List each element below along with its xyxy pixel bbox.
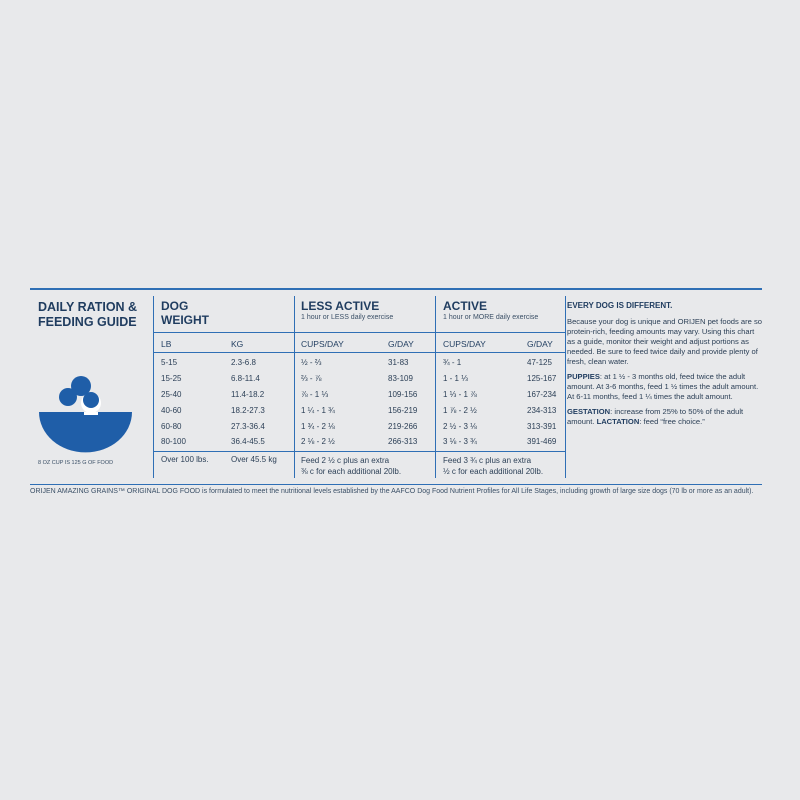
header-more-cups: CUPS/DAY bbox=[443, 339, 486, 349]
cell-lb: 25-40 bbox=[161, 390, 182, 399]
over-more-line1: Feed 3 ¾ c plus an extra bbox=[443, 456, 532, 465]
header-more-g: G/DAY bbox=[527, 339, 553, 349]
puppies-note: PUPPIES: at 1 ½ - 3 months old, feed twi… bbox=[567, 372, 763, 402]
weight-title-line1: DOG bbox=[161, 299, 189, 313]
notes-heading: EVERY DOG IS DIFFERENT. bbox=[567, 301, 673, 310]
dog-bowl-icon bbox=[39, 376, 132, 453]
cell-kg: 27.3-36.4 bbox=[231, 422, 265, 431]
top-rule bbox=[30, 288, 762, 290]
less-active-title: LESS ACTIVE bbox=[301, 299, 380, 313]
cell-kg: 18.2-27.3 bbox=[231, 406, 265, 415]
cell-more-cups: 3 ⅛ - 3 ¾ bbox=[443, 437, 477, 446]
divider-more bbox=[435, 296, 436, 478]
cell-kg: 6.8-11.4 bbox=[231, 374, 260, 383]
guide-title-line1: DAILY RATION & bbox=[38, 300, 138, 314]
footer-statement: ORIJEN AMAZING GRAINS™ ORIGINAL DOG FOOD… bbox=[30, 488, 754, 495]
gestation-label: GESTATION bbox=[567, 407, 611, 416]
cell-over-less: Feed 2 ½ c plus an extra ⅜ c for each ad… bbox=[301, 455, 401, 477]
cell-lb: 80-100 bbox=[161, 437, 186, 446]
gestation-text: : increase from 25% to 50% of the adult … bbox=[567, 407, 744, 426]
over-less-line1: Feed 2 ½ c plus an extra bbox=[301, 456, 390, 465]
cell-more-cups: ¾ - 1 bbox=[443, 358, 462, 367]
cell-less-cups: ⅞ - 1 ⅓ bbox=[301, 390, 329, 399]
less-active-subtitle: 1 hour or LESS daily exercise bbox=[301, 314, 394, 321]
cell-less-g: 109-156 bbox=[388, 390, 418, 399]
cell-less-cups: ⅔ - ⅞ bbox=[301, 374, 322, 383]
over-more-line2: ½ c for each additional 20lb. bbox=[443, 467, 544, 476]
header-less-cups: CUPS/DAY bbox=[301, 339, 344, 349]
guide-title-line2: FEEDING GUIDE bbox=[38, 315, 137, 329]
cell-kg: 36.4-45.5 bbox=[231, 437, 265, 446]
cell-less-cups: ½ - ⅔ bbox=[301, 358, 322, 367]
gestation-note: GESTATION: increase from 25% to 50% of t… bbox=[567, 407, 763, 427]
puppies-text: : at 1 ½ - 3 months old, feed twice the … bbox=[567, 372, 759, 401]
cell-less-g: 156-219 bbox=[388, 406, 418, 415]
puppies-label: PUPPIES bbox=[567, 372, 600, 381]
cell-less-g: 266-313 bbox=[388, 437, 418, 446]
cell-lb: 60-80 bbox=[161, 422, 182, 431]
cell-more-g: 47-125 bbox=[527, 358, 552, 367]
feeding-guide-panel: DAILY RATION & FEEDING GUIDE 8 OZ CUP IS… bbox=[30, 288, 762, 518]
lactation-label: LACTATION bbox=[596, 417, 640, 426]
over-less-line2: ⅜ c for each additional 20lb. bbox=[301, 467, 402, 476]
cell-less-cups: 2 ⅛ - 2 ½ bbox=[301, 437, 335, 446]
divider-weight bbox=[153, 296, 154, 478]
active-subtitle: 1 hour or MORE daily exercise bbox=[443, 314, 539, 321]
cell-over-more: Feed 3 ¾ c plus an extra ½ c for each ad… bbox=[443, 455, 543, 477]
cell-more-g: 313-391 bbox=[527, 422, 557, 431]
header-less-g: G/DAY bbox=[388, 339, 414, 349]
cell-more-cups: 1 ⅞ - 2 ½ bbox=[443, 406, 477, 415]
cell-over-lb: Over 100 lbs. bbox=[161, 455, 209, 464]
bowl-illustration bbox=[38, 370, 134, 460]
header-lb: LB bbox=[161, 339, 172, 349]
bottom-rule bbox=[30, 484, 762, 485]
weight-title-line2: WEIGHT bbox=[161, 313, 209, 327]
weight-title: DOG WEIGHT bbox=[161, 299, 209, 327]
cell-over-kg: Over 45.5 kg bbox=[231, 455, 277, 464]
over-rule bbox=[154, 451, 565, 452]
cell-more-g: 234-313 bbox=[527, 406, 557, 415]
cell-more-g: 125-167 bbox=[527, 374, 557, 383]
lactation-text: : feed “free choice.” bbox=[639, 417, 705, 426]
feeding-notes: EVERY DOG IS DIFFERENT. Because your dog… bbox=[567, 301, 763, 432]
cell-less-g: 31-83 bbox=[388, 358, 409, 367]
subheader-rule bbox=[154, 352, 565, 353]
cell-kg: 11.4-18.2 bbox=[231, 390, 265, 399]
header-kg: KG bbox=[231, 339, 244, 349]
cell-kg: 2.3-6.8 bbox=[231, 358, 256, 367]
cell-less-g: 219-266 bbox=[388, 422, 418, 431]
cup-caption: 8 OZ CUP IS 125 G OF FOOD bbox=[38, 460, 114, 466]
cell-lb: 15-25 bbox=[161, 374, 182, 383]
cell-more-cups: 2 ½ - 3 ⅛ bbox=[443, 422, 477, 431]
header-rule bbox=[154, 332, 565, 333]
divider-less bbox=[294, 296, 295, 478]
cell-less-g: 83-109 bbox=[388, 374, 413, 383]
notes-paragraph: Because your dog is unique and ORIJEN pe… bbox=[567, 317, 763, 366]
active-title: ACTIVE bbox=[443, 299, 488, 313]
guide-title: DAILY RATION & FEEDING GUIDE bbox=[38, 300, 148, 330]
cell-less-cups: 1 ¼ - 1 ¾ bbox=[301, 406, 335, 415]
divider-side bbox=[565, 296, 566, 478]
cell-lb: 40-60 bbox=[161, 406, 182, 415]
cell-more-g: 167-234 bbox=[527, 390, 557, 399]
cell-less-cups: 1 ¾ - 2 ⅛ bbox=[301, 422, 335, 431]
cell-more-cups: 1 ⅓ - 1 ⅞ bbox=[443, 390, 477, 399]
cell-lb: 5-15 bbox=[161, 358, 178, 367]
cell-more-g: 391-469 bbox=[527, 437, 557, 446]
cell-more-cups: 1 - 1 ⅓ bbox=[443, 374, 468, 383]
